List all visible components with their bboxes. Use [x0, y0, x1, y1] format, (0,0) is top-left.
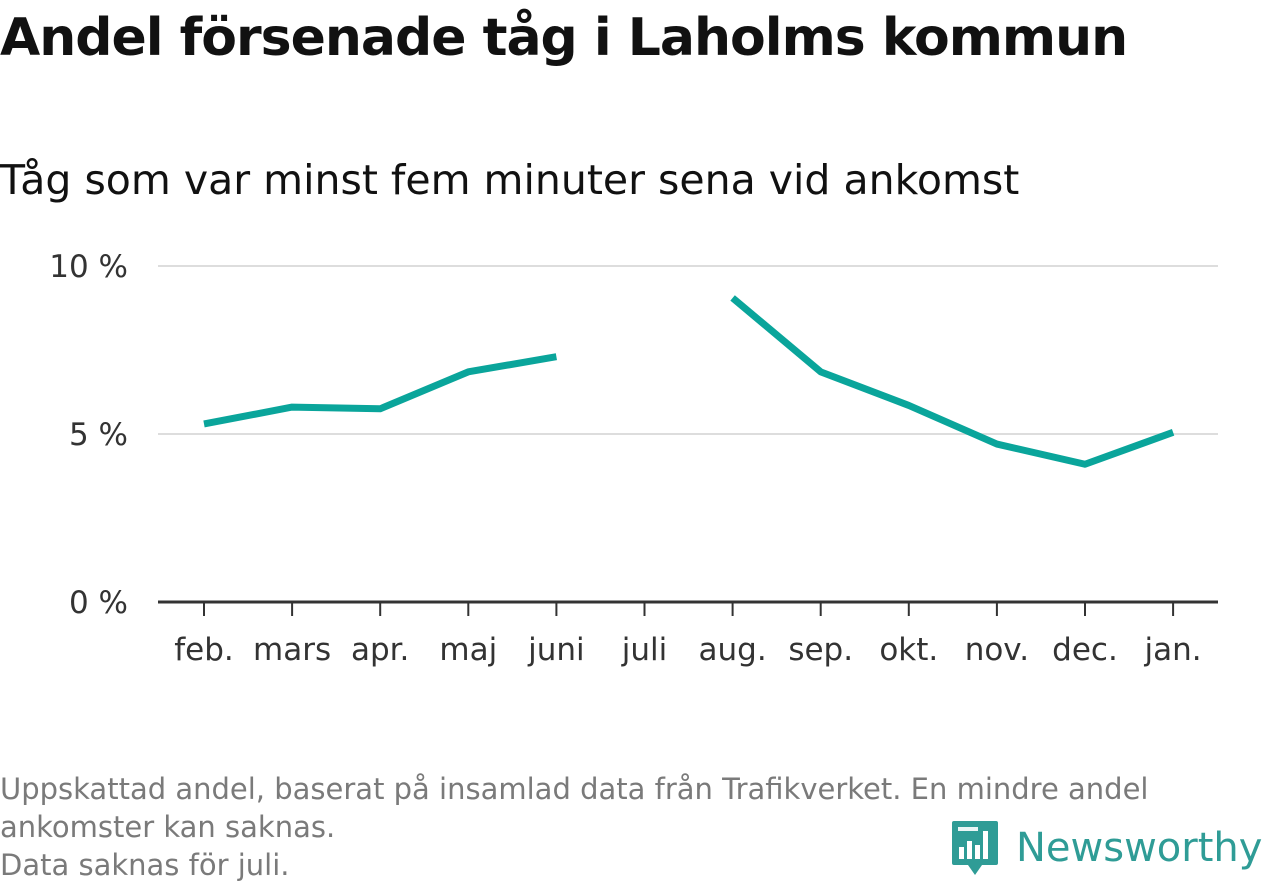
series-line	[730, 295, 1175, 468]
x-tick-label: feb.	[174, 632, 234, 668]
x-tick-label: dec.	[1052, 632, 1118, 668]
x-tick-label: juli	[621, 632, 668, 668]
x-tick-label: jan.	[1144, 632, 1202, 668]
x-tick-label: nov.	[965, 632, 1029, 668]
x-tick-label: mars	[253, 632, 331, 668]
y-tick-label: 10 %	[49, 249, 128, 285]
chart-subtitle: Tåg som var minst fem minuter sena vid a…	[0, 156, 1020, 204]
footnote-line: Uppskattad andel, baserat på insamlad da…	[0, 772, 1149, 806]
x-tick-label: apr.	[351, 632, 409, 668]
bar-chart-speech-bubble-icon	[952, 821, 998, 875]
y-axis-ticks: 0 % 5 % 10 %	[49, 249, 128, 621]
series-line	[203, 353, 557, 428]
gridlines	[158, 265, 1218, 435]
y-tick-label: 0 %	[69, 585, 128, 621]
footnote-line: ankomster kan saknas.	[0, 810, 336, 844]
x-axis-ticks: feb. mars apr. maj juni juli aug. sep. okt. nov. d…	[174, 602, 1202, 668]
brand-name: Newsworthy	[1016, 825, 1262, 871]
x-tick-label: okt.	[879, 632, 938, 668]
x-tick-label: sep.	[788, 632, 853, 668]
chart-title: Andel försenade tåg i Laholms kommun	[0, 8, 1128, 68]
data-series	[203, 295, 1175, 468]
x-tick-label: juni	[527, 632, 585, 668]
x-tick-label: maj	[439, 632, 497, 668]
line-chart: 0 % 5 % 10 % feb. mars apr. maj juni juli aug. se…	[49, 249, 1218, 668]
footnote-line: Data saknas för juli.	[0, 848, 290, 882]
chart-footnote: Uppskattad andel, baserat på insamlad da…	[0, 770, 1250, 884]
x-tick-label: aug.	[699, 632, 767, 668]
brand-logo: Newsworthy	[950, 818, 1262, 878]
y-tick-label: 5 %	[69, 417, 128, 453]
